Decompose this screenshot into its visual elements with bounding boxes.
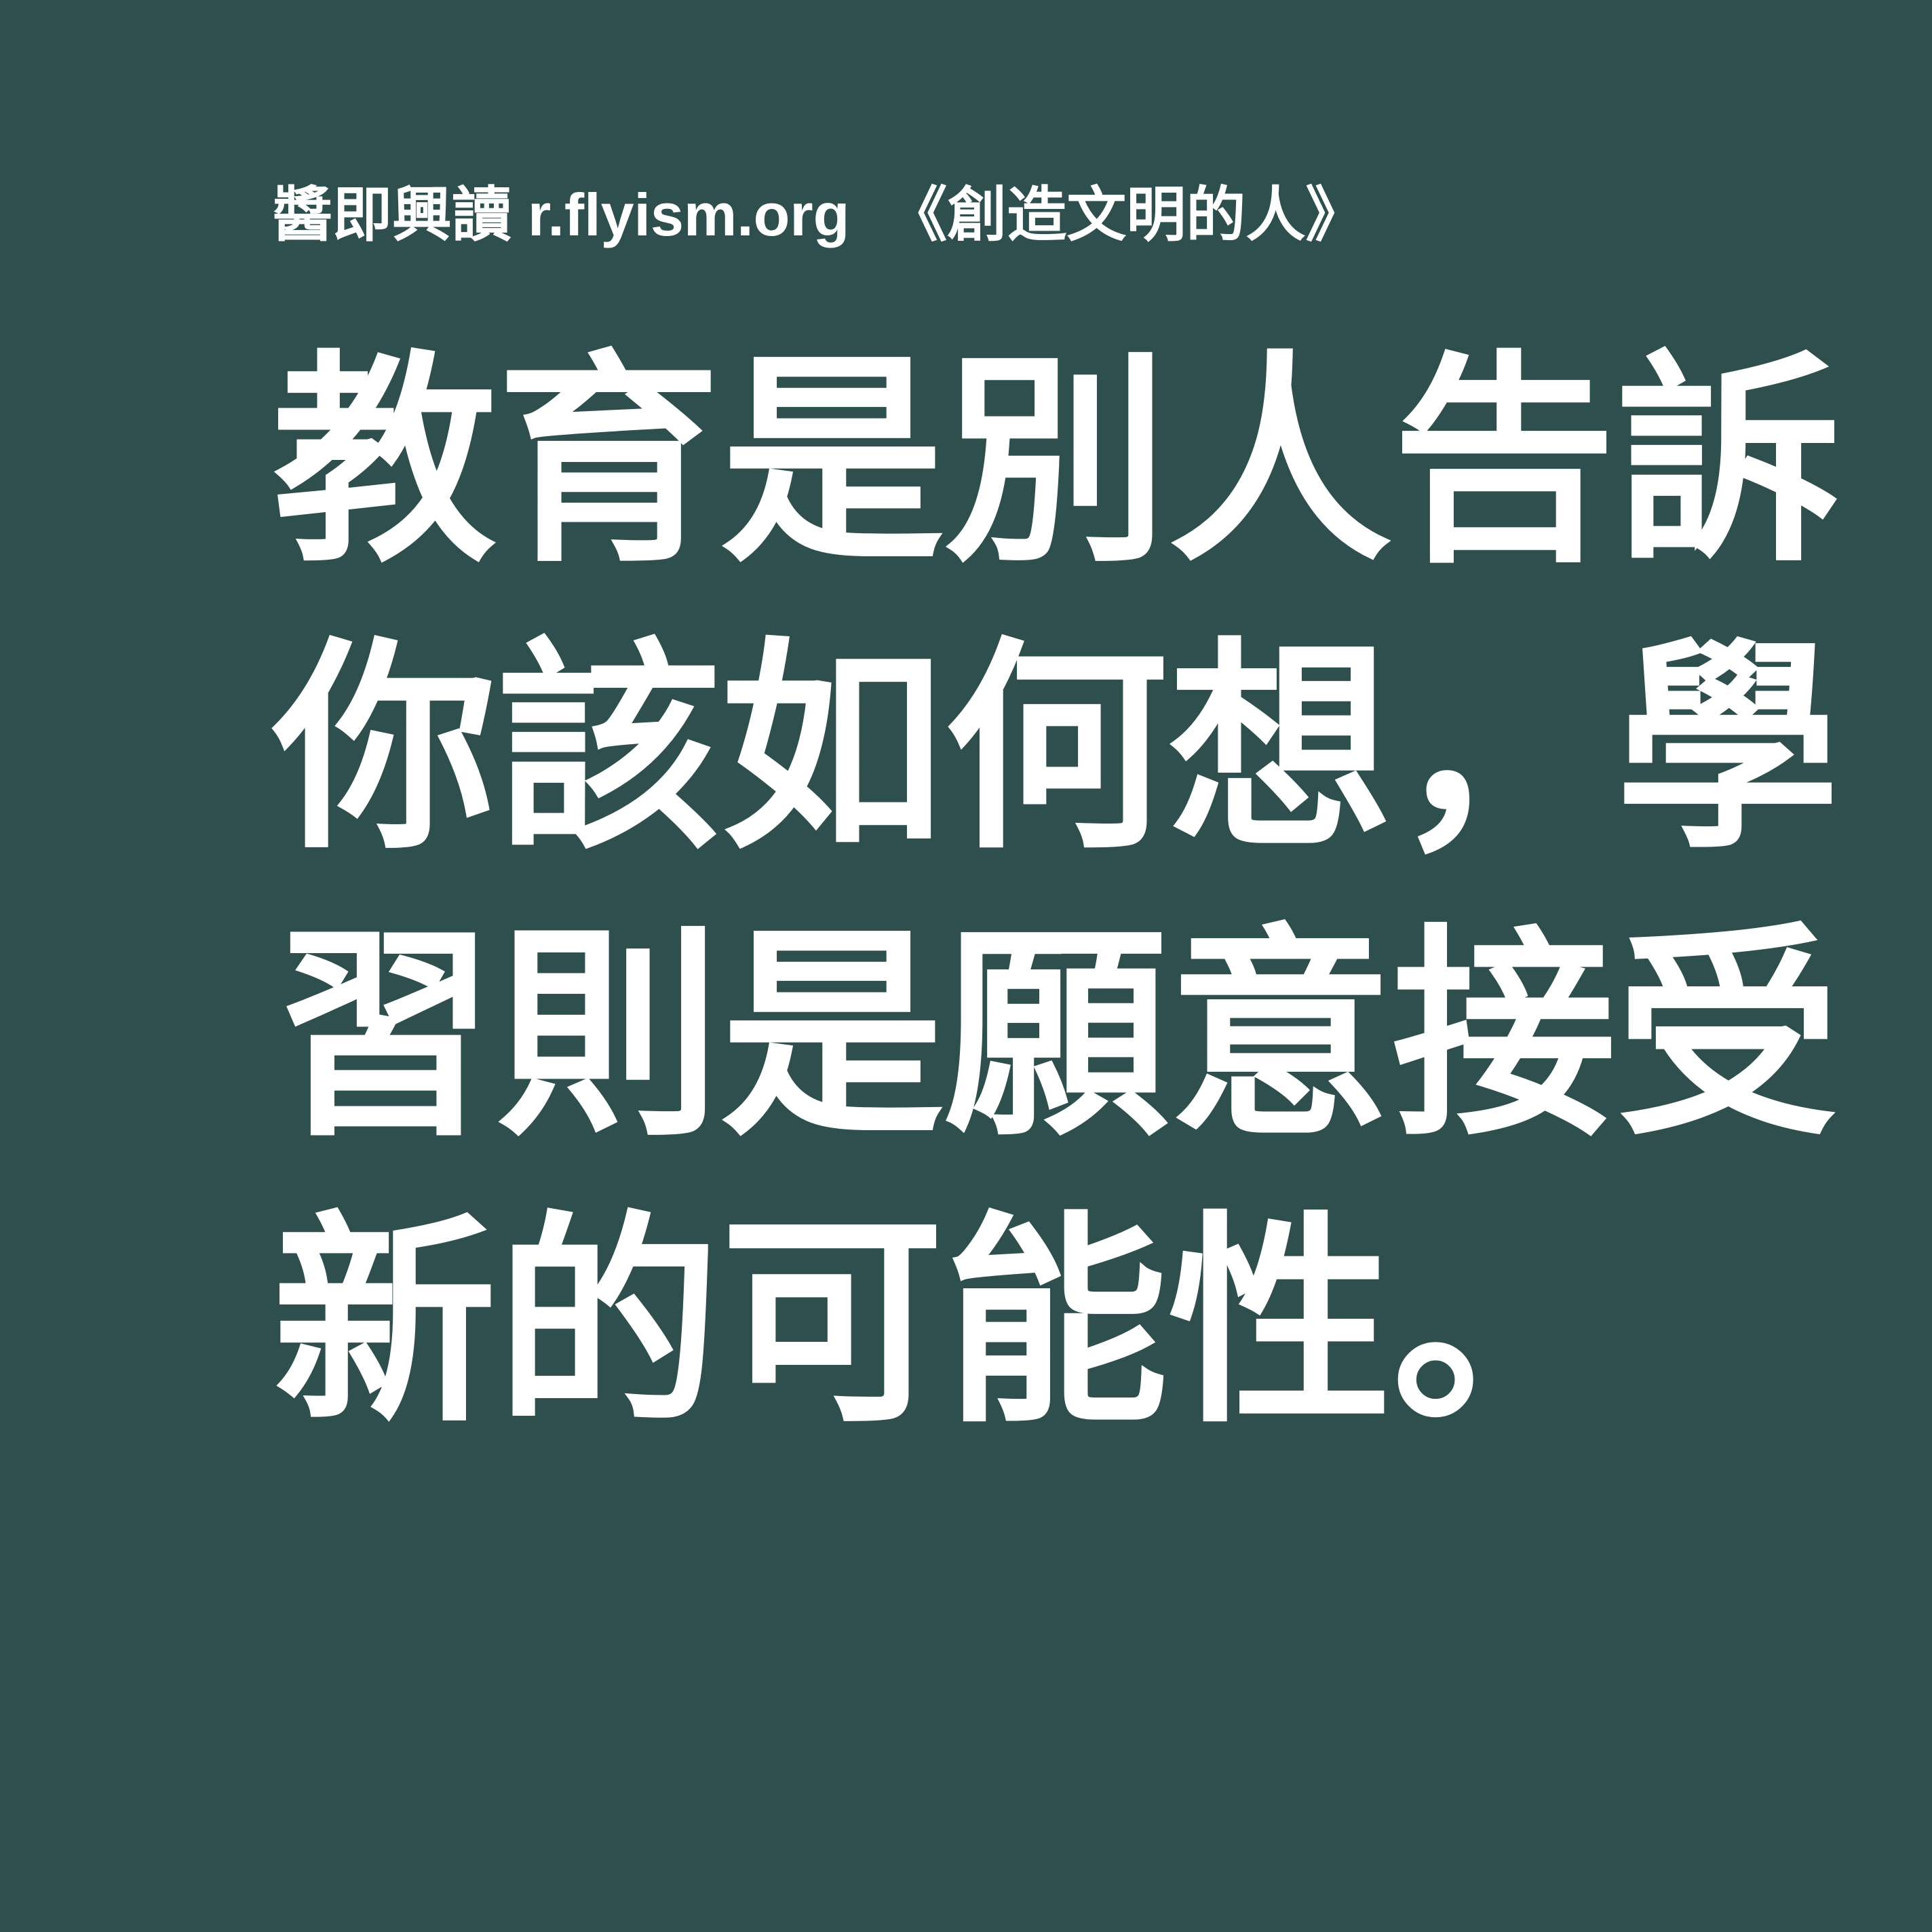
quote-line-1: 教育是別人告訴 bbox=[273, 332, 1840, 592]
book-title: 《創造文明的人》 bbox=[887, 180, 1366, 250]
quote-line-3: 習則是願意接受 bbox=[273, 906, 1840, 1166]
brand-name: 醬即興讀 bbox=[273, 180, 512, 250]
quote-text: 教育是別人告訴 你該如何想，學 習則是願意接受 新的可能性。 bbox=[273, 319, 1840, 1467]
quote-line-4: 新的可能性。 bbox=[273, 1193, 1616, 1453]
source-header: 醬即興讀 r.flyism.org 《創造文明的人》 bbox=[273, 178, 1365, 252]
site-url: r.flyism.org bbox=[528, 181, 850, 248]
quote-line-2: 你該如何想，學 bbox=[273, 619, 1840, 879]
